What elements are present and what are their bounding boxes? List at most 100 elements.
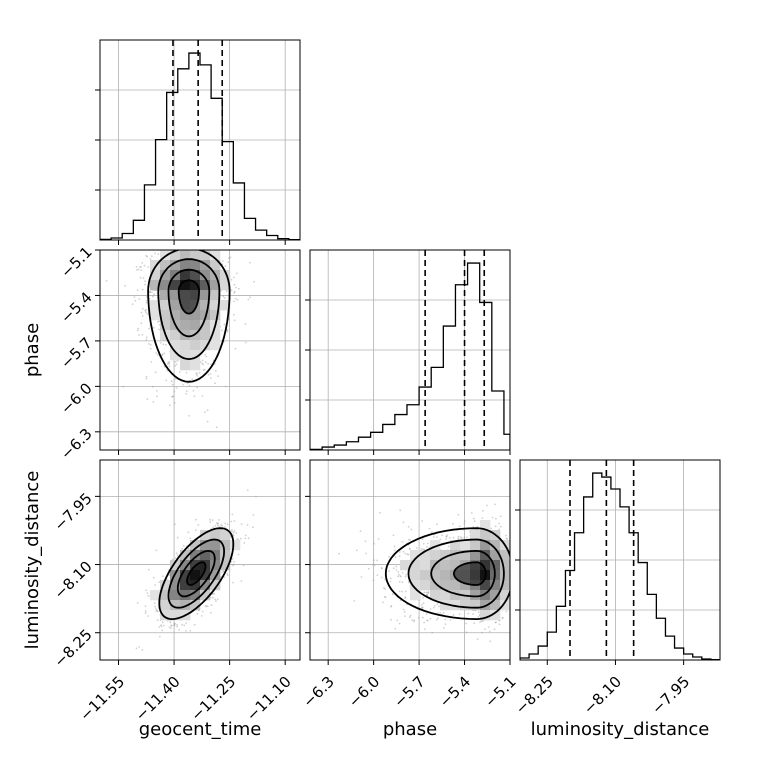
sample-point <box>157 253 160 256</box>
density-cell <box>190 270 201 281</box>
sample-point <box>408 548 411 551</box>
density-cell <box>190 540 201 551</box>
density-cell <box>150 310 161 321</box>
density-cell <box>200 320 211 331</box>
sample-point <box>182 383 185 386</box>
sample-point <box>205 355 208 358</box>
sample-point <box>136 602 139 604</box>
sample-point <box>376 559 378 562</box>
sample-point <box>436 603 439 605</box>
sample-point <box>500 525 502 528</box>
sample-point <box>157 610 159 613</box>
density-cell <box>450 550 461 561</box>
sample-point <box>384 588 386 590</box>
sample-point <box>153 293 155 296</box>
sample-point <box>149 291 151 294</box>
density-cell <box>180 260 191 271</box>
contour-line <box>176 549 216 598</box>
sample-point <box>255 495 257 498</box>
sample-point <box>139 266 141 268</box>
sample-point <box>233 300 236 303</box>
sample-point <box>392 534 395 537</box>
sample-point <box>458 613 461 615</box>
density-cell <box>200 540 211 551</box>
sample-point <box>512 559 514 561</box>
sample-point <box>196 374 199 377</box>
sample-point <box>381 567 383 570</box>
sample-point <box>202 369 205 372</box>
sample-point <box>164 246 166 248</box>
sample-point <box>231 530 233 533</box>
sample-point <box>512 526 514 528</box>
sample-point <box>421 520 424 522</box>
sample-point <box>155 352 158 354</box>
sample-point <box>457 535 460 538</box>
sample-point <box>228 257 230 260</box>
density-cell <box>200 340 211 351</box>
sample-point <box>487 626 490 628</box>
sample-point <box>404 552 407 555</box>
sample-point <box>138 298 141 300</box>
sample-point <box>212 596 214 599</box>
sample-point <box>426 542 429 545</box>
sample-point <box>421 606 424 609</box>
sample-point <box>192 248 194 250</box>
y-tick-label: −8.10 <box>50 557 95 602</box>
density-cell <box>480 560 491 571</box>
sample-point <box>158 328 161 331</box>
density-cell <box>410 550 421 561</box>
sample-point <box>226 523 229 526</box>
sample-point <box>217 522 220 525</box>
sample-point <box>234 347 237 350</box>
sample-point <box>188 414 190 417</box>
sample-point <box>421 616 424 619</box>
sample-point <box>199 361 202 363</box>
sample-point <box>203 244 205 246</box>
sample-point <box>408 581 410 584</box>
sample-point <box>187 548 190 550</box>
sample-point <box>252 514 255 516</box>
density-cell <box>200 590 211 601</box>
sample-point <box>181 623 184 626</box>
sample-point <box>155 608 158 610</box>
density-cell <box>490 610 501 621</box>
density-cell <box>430 590 441 601</box>
sample-point <box>226 573 229 575</box>
density-cell <box>200 530 211 541</box>
sample-point <box>192 389 195 392</box>
sample-point <box>200 241 202 243</box>
sample-point <box>479 621 481 623</box>
sample-point <box>152 326 155 329</box>
sample-point <box>394 556 397 559</box>
sample-point <box>235 272 238 275</box>
sample-point <box>209 373 212 375</box>
density-cell <box>170 610 181 621</box>
sample-point <box>397 573 400 576</box>
panel-frame <box>309 249 511 451</box>
sample-point <box>246 524 249 526</box>
density-cell <box>480 530 491 541</box>
y-tick-label: −5.7 <box>57 334 95 372</box>
y-tick-label: −6.3 <box>57 425 95 463</box>
sample-point <box>165 379 168 382</box>
sample-point <box>353 600 356 602</box>
density-cell <box>480 540 491 551</box>
sample-point <box>444 623 447 625</box>
sample-point <box>178 248 180 250</box>
density-cell <box>450 590 461 601</box>
sample-point <box>205 242 207 244</box>
sample-point <box>136 289 139 291</box>
density-cell <box>160 320 171 331</box>
sample-point <box>498 623 501 626</box>
density-cell <box>440 560 451 571</box>
sample-point <box>407 553 410 556</box>
density-cell <box>490 540 501 551</box>
sample-point <box>218 244 220 246</box>
sample-point <box>153 602 156 604</box>
density-cell <box>200 550 211 561</box>
density-cell <box>180 550 191 561</box>
x-axis-label-luminosity_distance: luminosity_distance <box>531 719 710 740</box>
y-tick-label: −5.4 <box>57 288 95 326</box>
sample-point <box>404 575 407 578</box>
sample-point <box>230 289 233 292</box>
